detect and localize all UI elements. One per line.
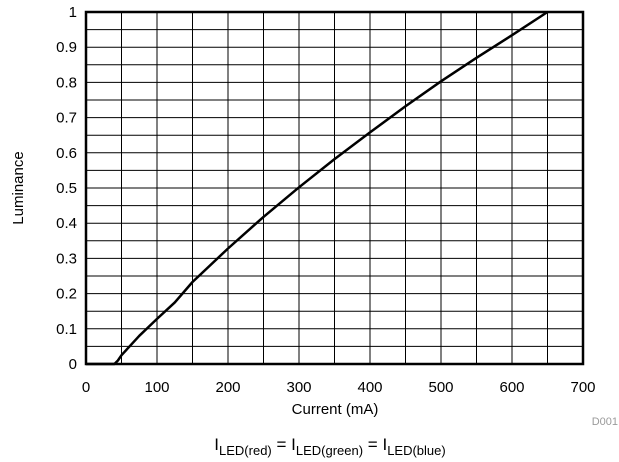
grid <box>86 12 583 364</box>
x-tick-label: 700 <box>570 379 595 396</box>
x-tick-label: 600 <box>499 379 524 396</box>
y-tick-labels: 0 0.1 0.2 0.3 0.4 0.5 0.6 0.7 0.8 0.9 1 <box>56 4 77 373</box>
y-tick-label: 0.6 <box>56 145 77 162</box>
caption-i-1: I <box>214 435 219 454</box>
y-tick-label: 0.7 <box>56 110 77 127</box>
caption-eq-2: = I <box>363 435 387 454</box>
x-tick-label: 300 <box>286 379 311 396</box>
y-tick-label: 1 <box>69 4 77 21</box>
x-tick-labels: 0 100 200 300 400 500 600 700 <box>82 379 596 396</box>
x-tick-label: 100 <box>144 379 169 396</box>
y-tick-label: 0 <box>69 356 77 373</box>
y-tick-label: 0.9 <box>56 39 77 56</box>
caption-sub-red: LED(red) <box>219 443 272 458</box>
y-tick-label: 0.2 <box>56 286 77 303</box>
y-tick-label: 0.3 <box>56 250 77 267</box>
caption-sub-blue: LED(blue) <box>387 443 446 458</box>
x-axis-label: Current (mA) <box>292 401 379 418</box>
plot-frame <box>84 10 585 366</box>
x-tick-label: 500 <box>428 379 453 396</box>
y-axis-label: Luminance <box>10 151 27 224</box>
caption-equation: ILED(red) = ILED(green) = ILED(blue) <box>214 435 445 458</box>
figure-id: D001 <box>592 416 618 428</box>
y-tick-label: 0.8 <box>56 74 77 91</box>
y-tick-label: 0.4 <box>56 215 77 232</box>
series-layer <box>86 10 549 366</box>
caption-eq-1: = I <box>272 435 296 454</box>
x-tick-label: 200 <box>215 379 240 396</box>
x-tick-label: 0 <box>82 379 90 396</box>
series-line-0 <box>86 10 549 366</box>
caption-sub-green: LED(green) <box>296 443 363 458</box>
y-tick-label: 0.1 <box>56 321 77 338</box>
x-tick-label: 400 <box>357 379 382 396</box>
y-tick-label: 0.5 <box>56 180 77 197</box>
